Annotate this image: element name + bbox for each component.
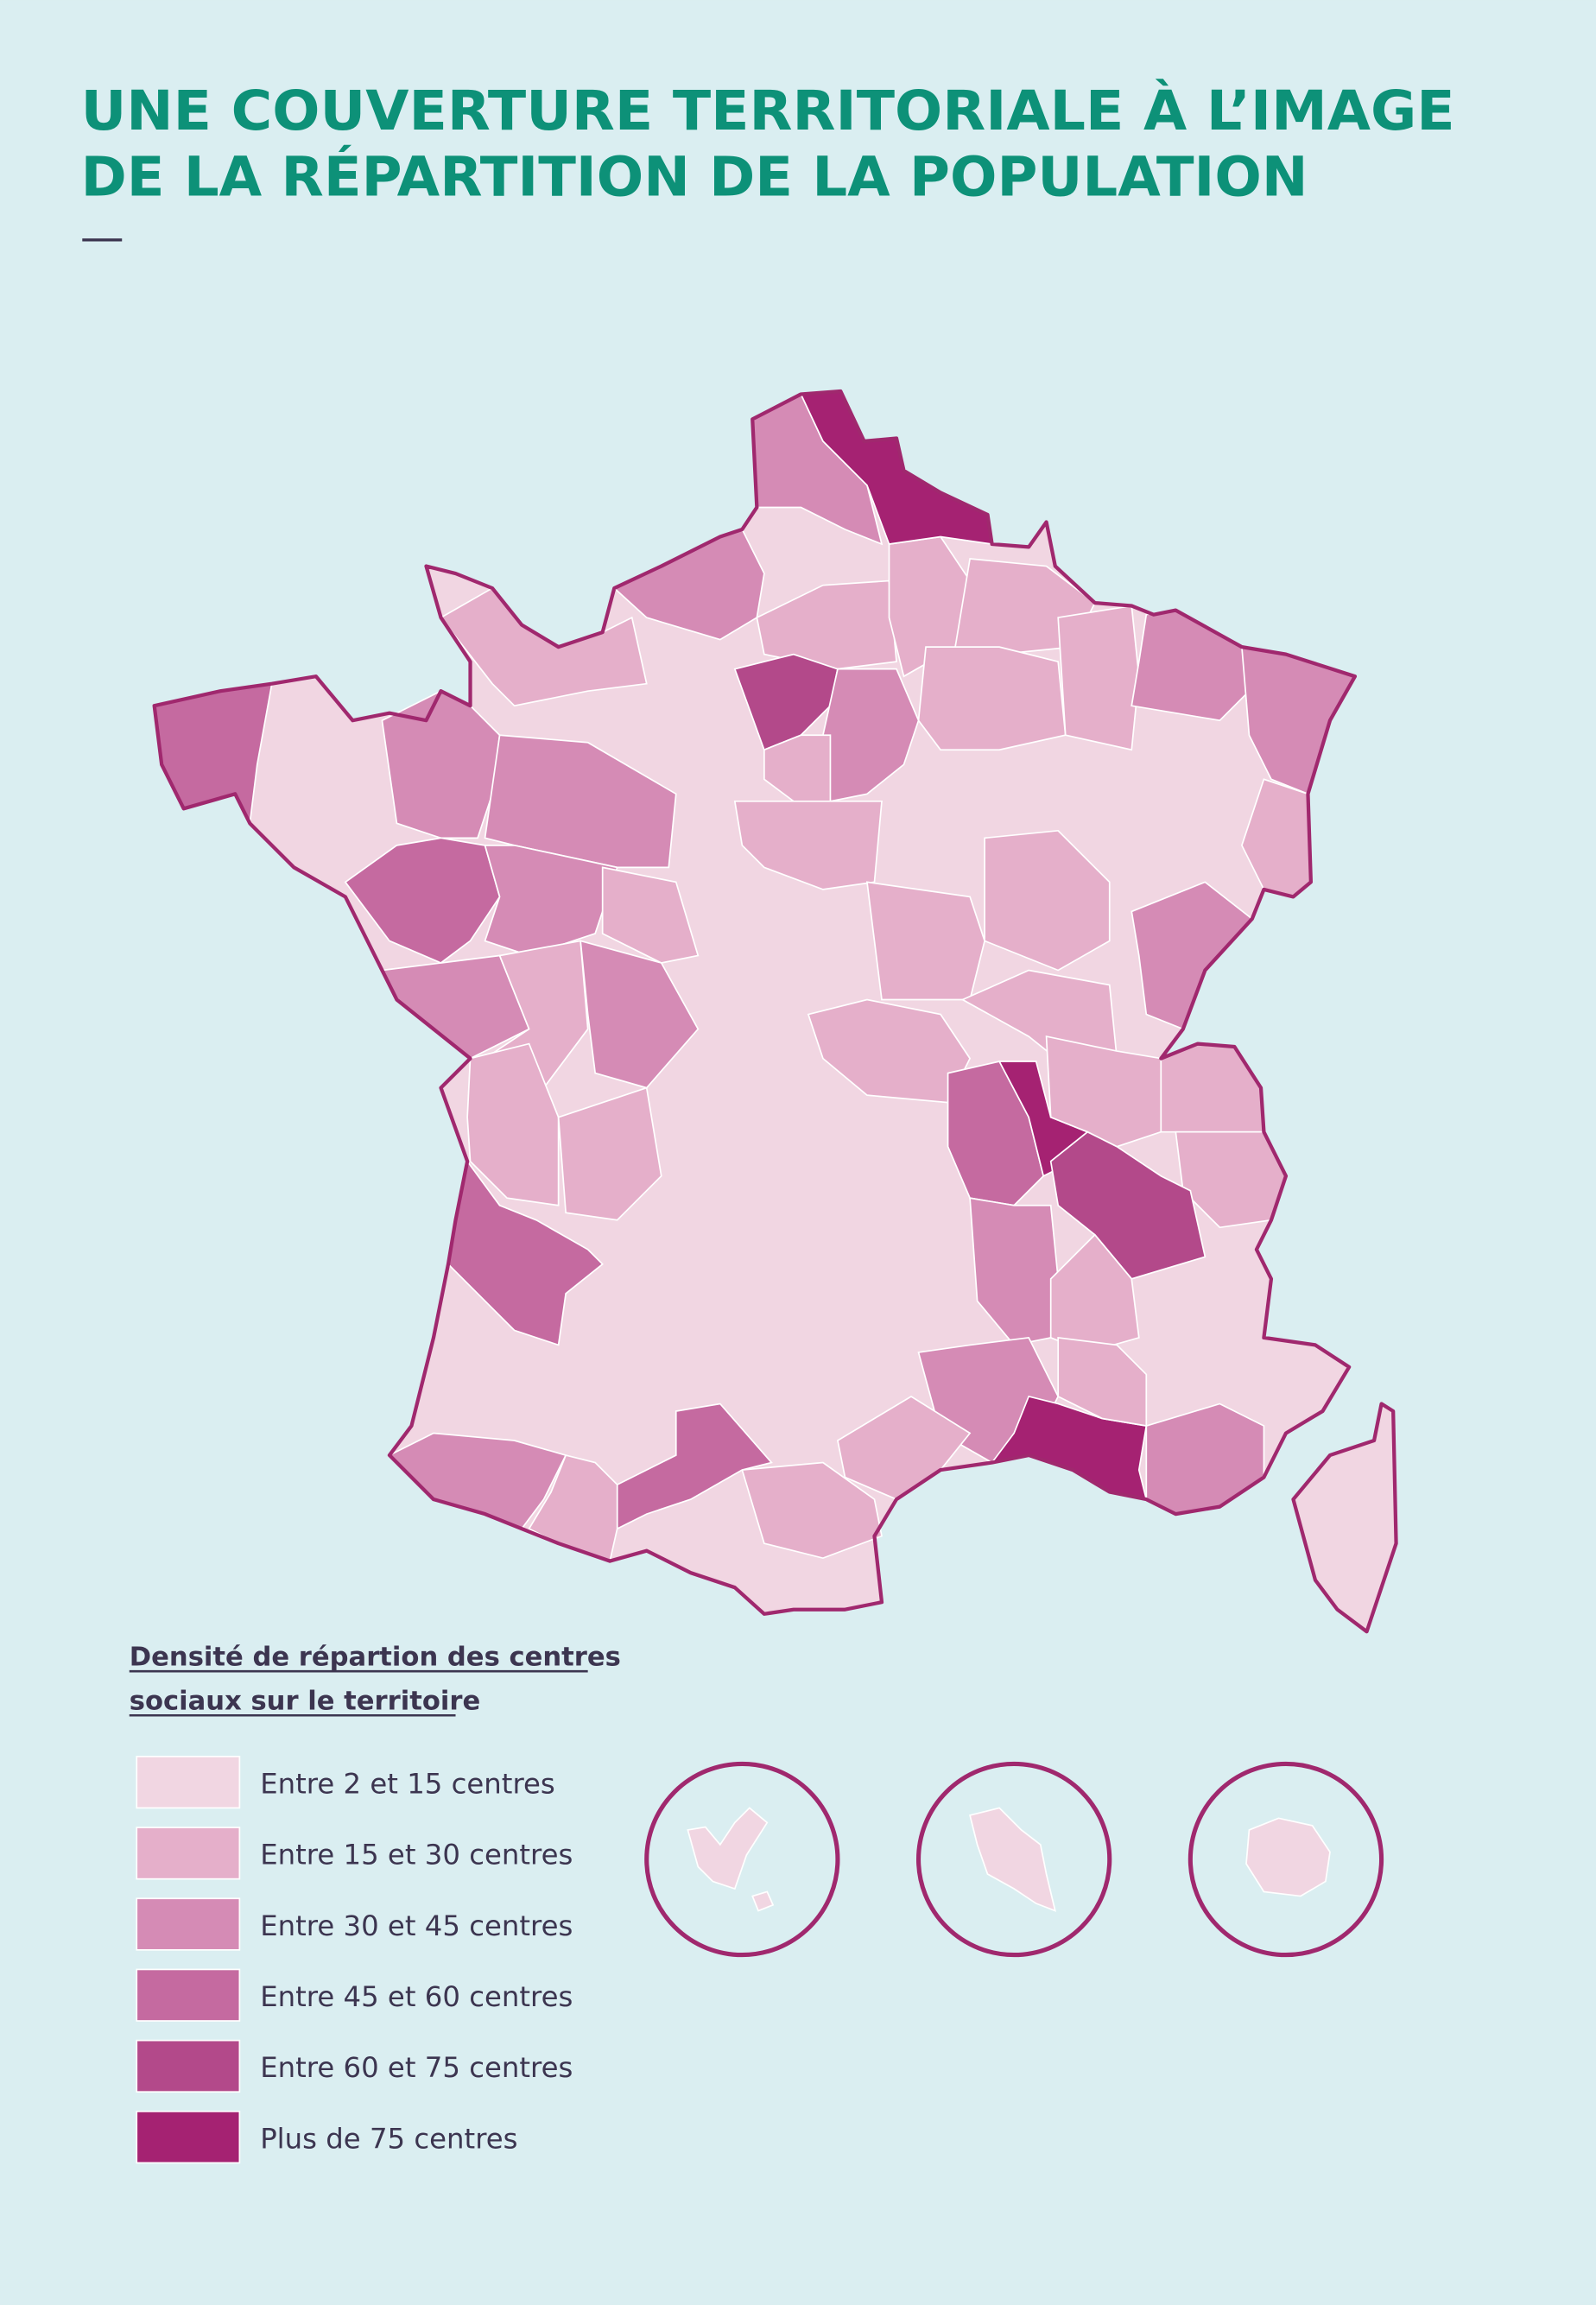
department — [1057, 1336, 1148, 1428]
martinique — [969, 1807, 1056, 1912]
department — [984, 829, 1111, 972]
overseas-circle — [1188, 1761, 1384, 1958]
title: UNE COUVERTURE TERRITORIALE À L’IMAGE — [81, 79, 1455, 142]
overseas-circle — [644, 1761, 840, 1958]
legend-swatch — [136, 1897, 241, 1951]
legend: Densité de répartion des centres sociaux… — [130, 1642, 621, 2164]
title: DE LA RÉPARTITION DE LA POPULATION — [81, 146, 1308, 209]
legend-label: Entre 60 et 75 centres — [260, 2051, 573, 2084]
legend-label: Entre 45 et 60 centres — [260, 1980, 573, 2013]
department — [557, 1086, 662, 1221]
department — [1049, 1233, 1140, 1353]
legend-label: Plus de 75 centres — [260, 2122, 517, 2155]
corsica-border — [1291, 1402, 1398, 1634]
department — [741, 1461, 883, 1560]
department — [865, 881, 985, 1001]
department — [733, 800, 883, 890]
legend-label: Entre 30 et 45 centres — [260, 1909, 573, 1942]
overseas — [644, 1761, 1384, 1958]
department — [484, 734, 677, 869]
department — [1057, 605, 1140, 751]
department — [1045, 1035, 1162, 1148]
reunion — [1245, 1817, 1331, 1897]
guadeloupe-island — [751, 1890, 775, 1912]
legend-swatch — [136, 1827, 241, 1880]
department — [917, 646, 1067, 751]
legend-swatch — [136, 1968, 241, 2022]
legend-title: sociaux sur le territoire — [130, 1686, 481, 1716]
france-map — [152, 389, 1398, 1634]
legend-label: Entre 15 et 30 centres — [260, 1839, 573, 1871]
legend-title: Densité de répartion des centres — [130, 1642, 621, 1672]
legend-swatch — [136, 2039, 241, 2093]
department — [616, 1403, 773, 1530]
legend-label: Entre 2 et 15 centres — [260, 1767, 555, 1800]
legend-swatch — [136, 1756, 241, 1809]
guadeloupe — [687, 1807, 769, 1890]
france-border — [152, 389, 1358, 1616]
department — [1049, 1130, 1206, 1280]
department — [756, 579, 897, 670]
department — [601, 866, 700, 964]
legend-swatch — [136, 2110, 241, 2164]
department — [466, 1042, 560, 1206]
overseas-circle — [915, 1761, 1112, 1958]
